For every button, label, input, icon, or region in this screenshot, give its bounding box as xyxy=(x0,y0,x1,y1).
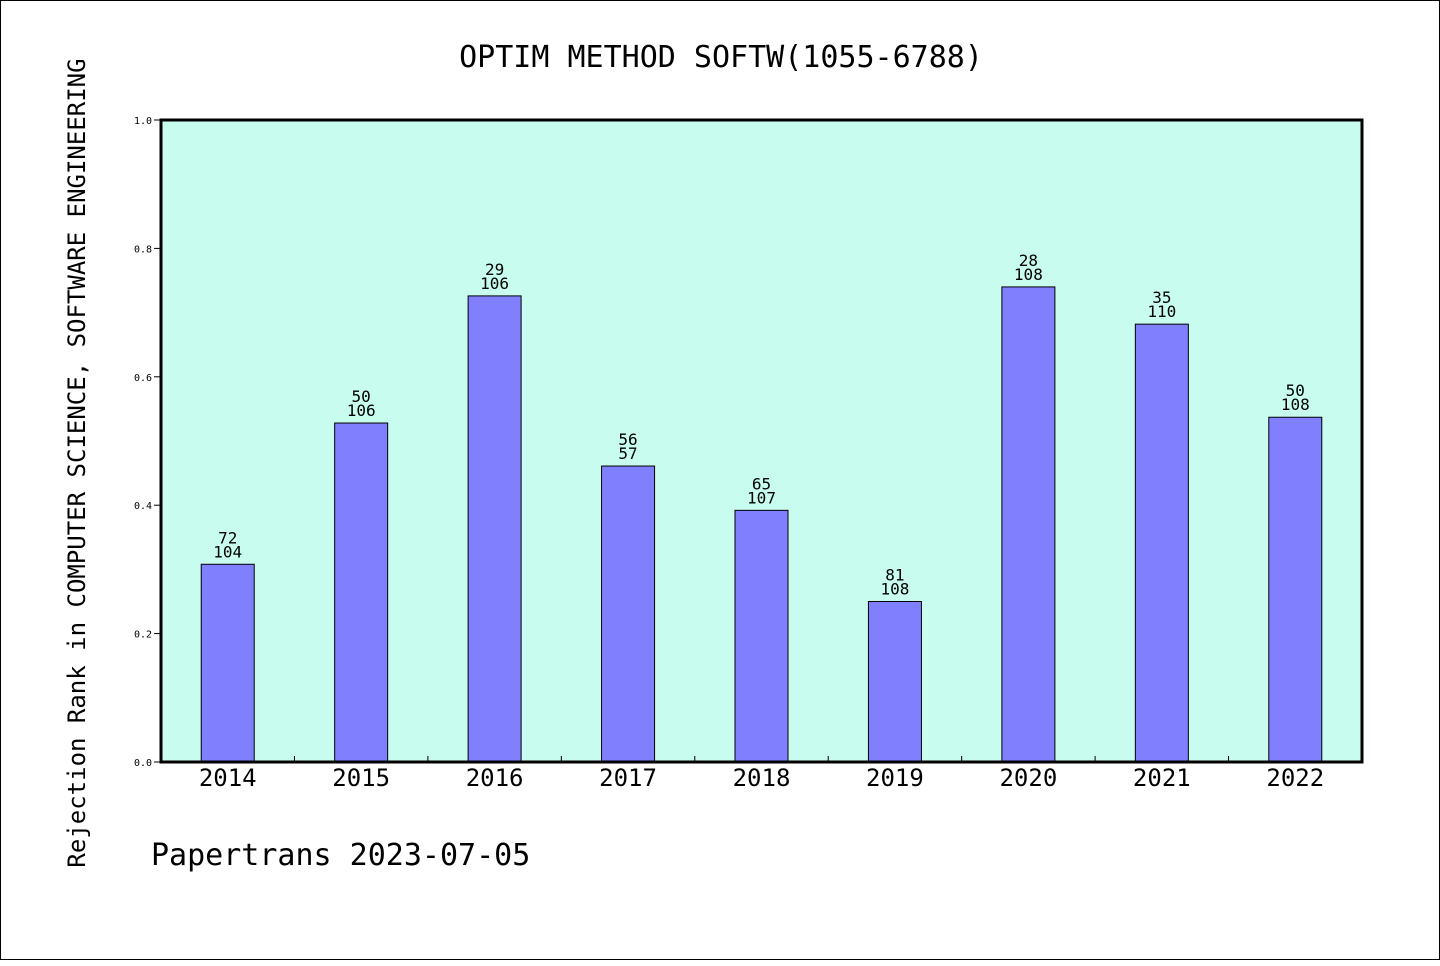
bar-label-top-2019: 81 xyxy=(885,566,904,585)
x-tick-label-2019: 2019 xyxy=(866,764,924,792)
x-tick-label-2018: 2018 xyxy=(733,764,791,792)
bar-label-bottom-2018: 107 xyxy=(747,488,776,507)
y-tick-label-1.0: 1.0 xyxy=(134,116,152,127)
bar-label-bottom-2016: 106 xyxy=(480,274,509,293)
y-axis: 0.0 0.2 0.4 0.6 0.8 1.0 xyxy=(134,116,161,769)
y-tick-label-0.6: 0.6 xyxy=(134,373,152,384)
bars-group xyxy=(200,286,1323,763)
x-tick-label-2015: 2015 xyxy=(332,764,390,792)
bar-label-bottom-2022: 108 xyxy=(1281,395,1310,414)
bar-2022 xyxy=(1268,416,1323,763)
y-tick-label-0.0: 0.0 xyxy=(134,758,152,769)
bar-2020 xyxy=(1001,286,1056,763)
bar-label-top-2018: 65 xyxy=(752,474,771,493)
bar-label-bottom-2021: 110 xyxy=(1147,302,1176,321)
x-tick-label-2016: 2016 xyxy=(466,764,524,792)
bar-label-top-2017: 56 xyxy=(618,430,637,449)
bar-2021 xyxy=(1134,323,1189,763)
bar-2018 xyxy=(734,509,789,763)
plot-border xyxy=(159,118,1364,764)
bar-2014 xyxy=(200,563,255,763)
bar-2016 xyxy=(467,295,522,763)
bar-2019 xyxy=(867,601,922,763)
bar-label-top-2014: 72 xyxy=(218,528,237,547)
bar-label-top-2020: 28 xyxy=(1019,251,1038,270)
bar-labels-group: 7210450106291065657651078110828108351105… xyxy=(213,251,1309,599)
x-tick-label-2020: 2020 xyxy=(999,764,1057,792)
bar-label-top-2015: 50 xyxy=(352,387,371,406)
bar-label-bottom-2014: 104 xyxy=(213,542,242,561)
y-tick-label-0.4: 0.4 xyxy=(134,501,152,512)
bar-label-top-2016: 29 xyxy=(485,260,504,279)
chart-title: OPTIM METHOD SOFTW(1055-6788) xyxy=(459,40,983,75)
x-tick-label-2021: 2021 xyxy=(1133,764,1191,792)
x-tick-label-2022: 2022 xyxy=(1266,764,1324,792)
x-axis: 2014 2015 2016 2017 2018 2019 2020 2021 2022 xyxy=(199,756,1324,792)
bar-label-top-2021: 35 xyxy=(1152,288,1171,307)
y-tick-label-0.8: 0.8 xyxy=(134,244,152,255)
bar-label-bottom-2020: 108 xyxy=(1014,265,1043,284)
y-tick-label-0.2: 0.2 xyxy=(134,630,152,641)
footer-text: Papertrans 2023-07-05 xyxy=(151,838,530,873)
bar-2017 xyxy=(601,465,656,763)
bar-label-bottom-2019: 108 xyxy=(880,580,909,599)
x-tick-label-2014: 2014 xyxy=(199,764,257,792)
bar-2015 xyxy=(334,422,389,763)
bar-label-bottom-2017: 57 xyxy=(618,444,637,463)
x-tick-label-2017: 2017 xyxy=(599,764,657,792)
y-axis-label: Rejection Rank in COMPUTER SCIENCE, SOFT… xyxy=(63,58,91,867)
bar-label-top-2022: 50 xyxy=(1286,381,1305,400)
bar-label-bottom-2015: 106 xyxy=(347,401,376,420)
